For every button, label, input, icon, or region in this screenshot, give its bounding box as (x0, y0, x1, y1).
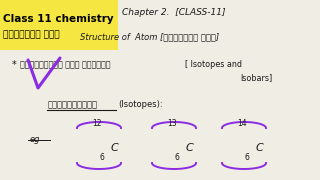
Text: eg: eg (30, 135, 41, 144)
Text: 6: 6 (174, 153, 179, 162)
Text: [ Isotopes and: [ Isotopes and (185, 60, 242, 69)
Text: C: C (186, 143, 194, 153)
Text: Structure of  Atom [পৰমাণুৰ গঠন]: Structure of Atom [পৰমাণুৰ গঠন] (80, 32, 219, 41)
Text: 6: 6 (99, 153, 104, 162)
Text: C: C (256, 143, 264, 153)
Text: 6: 6 (244, 153, 249, 162)
Text: Isobars]: Isobars] (240, 73, 272, 82)
Text: সমস্থানিকৰ: সমস্থানিকৰ (48, 100, 98, 109)
Text: 14: 14 (237, 119, 247, 128)
FancyBboxPatch shape (0, 0, 118, 50)
Text: (Isotopes):: (Isotopes): (118, 100, 163, 109)
Text: সমস্থানিক আৰু সমভাৰী: সমস্থানিক আৰু সমভাৰী (20, 60, 110, 69)
Text: C: C (111, 143, 119, 153)
Text: Class 11 chemistry: Class 11 chemistry (3, 14, 114, 24)
Text: 13: 13 (167, 119, 177, 128)
Text: *: * (12, 60, 20, 70)
Text: পৰমাণুৰ গঠন: পৰমাণুৰ গঠন (3, 30, 60, 39)
Text: 12: 12 (92, 119, 102, 128)
Text: Chapter 2.  [CLASS-11]: Chapter 2. [CLASS-11] (122, 8, 226, 17)
